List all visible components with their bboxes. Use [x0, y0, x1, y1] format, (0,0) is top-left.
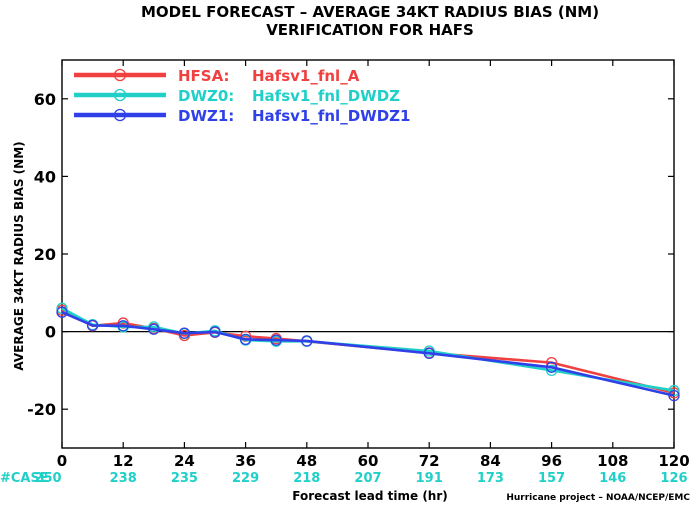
legend-entry-name: DWZ1: [178, 107, 234, 125]
legend-swatch-marker [113, 108, 127, 122]
case-count: 238 [110, 471, 137, 486]
legend-swatch-marker [113, 68, 127, 82]
series-line [61, 309, 675, 395]
data-point [56, 306, 68, 318]
data-point [301, 335, 313, 347]
data-point [668, 389, 680, 402]
legend-entry-model: Hafsv1_fnl_DWDZ [252, 87, 400, 105]
case-count: 191 [416, 471, 443, 486]
legend-swatch-marker [113, 88, 127, 102]
x-tick-label: 108 [597, 452, 628, 470]
x-tick-label: 60 [358, 452, 379, 470]
case-count: 250 [34, 471, 61, 486]
data-point [239, 333, 252, 346]
data-point [270, 334, 282, 346]
case-count: 235 [171, 471, 198, 486]
y-tick-label: 0 [45, 323, 56, 342]
series-line [61, 307, 675, 392]
case-count: 157 [538, 471, 565, 486]
y-tick-label: -20 [27, 400, 56, 419]
case-count: 229 [232, 471, 259, 486]
case-count: 146 [599, 471, 626, 486]
x-tick-label: 12 [113, 452, 134, 470]
x-tick-label: 36 [235, 452, 256, 470]
y-tick-label: 40 [34, 167, 56, 186]
footer-credit: Hurricane project – NOAA/NCEP/EMC [506, 493, 690, 503]
data-point [178, 327, 191, 339]
x-tick-label: 24 [174, 452, 195, 470]
chart-subtitle: VERIFICATION FOR HAFS [266, 21, 474, 39]
case-count: 173 [477, 471, 504, 486]
y-tick-label: 60 [34, 90, 56, 109]
case-label: #CASE [0, 471, 49, 486]
case-count: 218 [293, 471, 320, 486]
x-axis-label: Forecast lead time (hr) [292, 489, 448, 503]
legend-entry-name: HFSA: [178, 67, 230, 85]
data-point [423, 347, 435, 359]
data-point [86, 319, 99, 332]
x-tick-label: 72 [419, 452, 440, 470]
plot-area: 0 12 24 36 48 60 72 84 96 108 120 -20 0 20 40 60 #CASE25… [0, 59, 690, 486]
data-point [148, 323, 160, 335]
y-tick-label: 20 [34, 245, 56, 264]
legend-entry-model: Hafsv1_fnl_DWDZ1 [252, 107, 410, 125]
data-point [545, 364, 558, 377]
x-tick-label: 0 [57, 452, 67, 470]
x-tick-label: 84 [480, 452, 501, 470]
x-tick-label: 120 [658, 452, 689, 470]
x-tick-label: 96 [541, 452, 562, 470]
legend-entry-name: DWZ0: [178, 87, 234, 105]
chart-title: MODEL FORECAST – AVERAGE 34KT RADIUS BIA… [141, 3, 599, 21]
case-count: 207 [354, 471, 381, 486]
legend-entry-model: Hafsv1_fnl_A [252, 67, 360, 85]
case-count: 126 [660, 471, 687, 486]
data-point [117, 320, 129, 332]
y-axis-label: AVERAGE 34KT RADIUS BIAS (NM) [12, 141, 26, 370]
x-tick-label: 48 [296, 452, 317, 470]
data-point [545, 361, 558, 373]
data-point [209, 326, 221, 338]
